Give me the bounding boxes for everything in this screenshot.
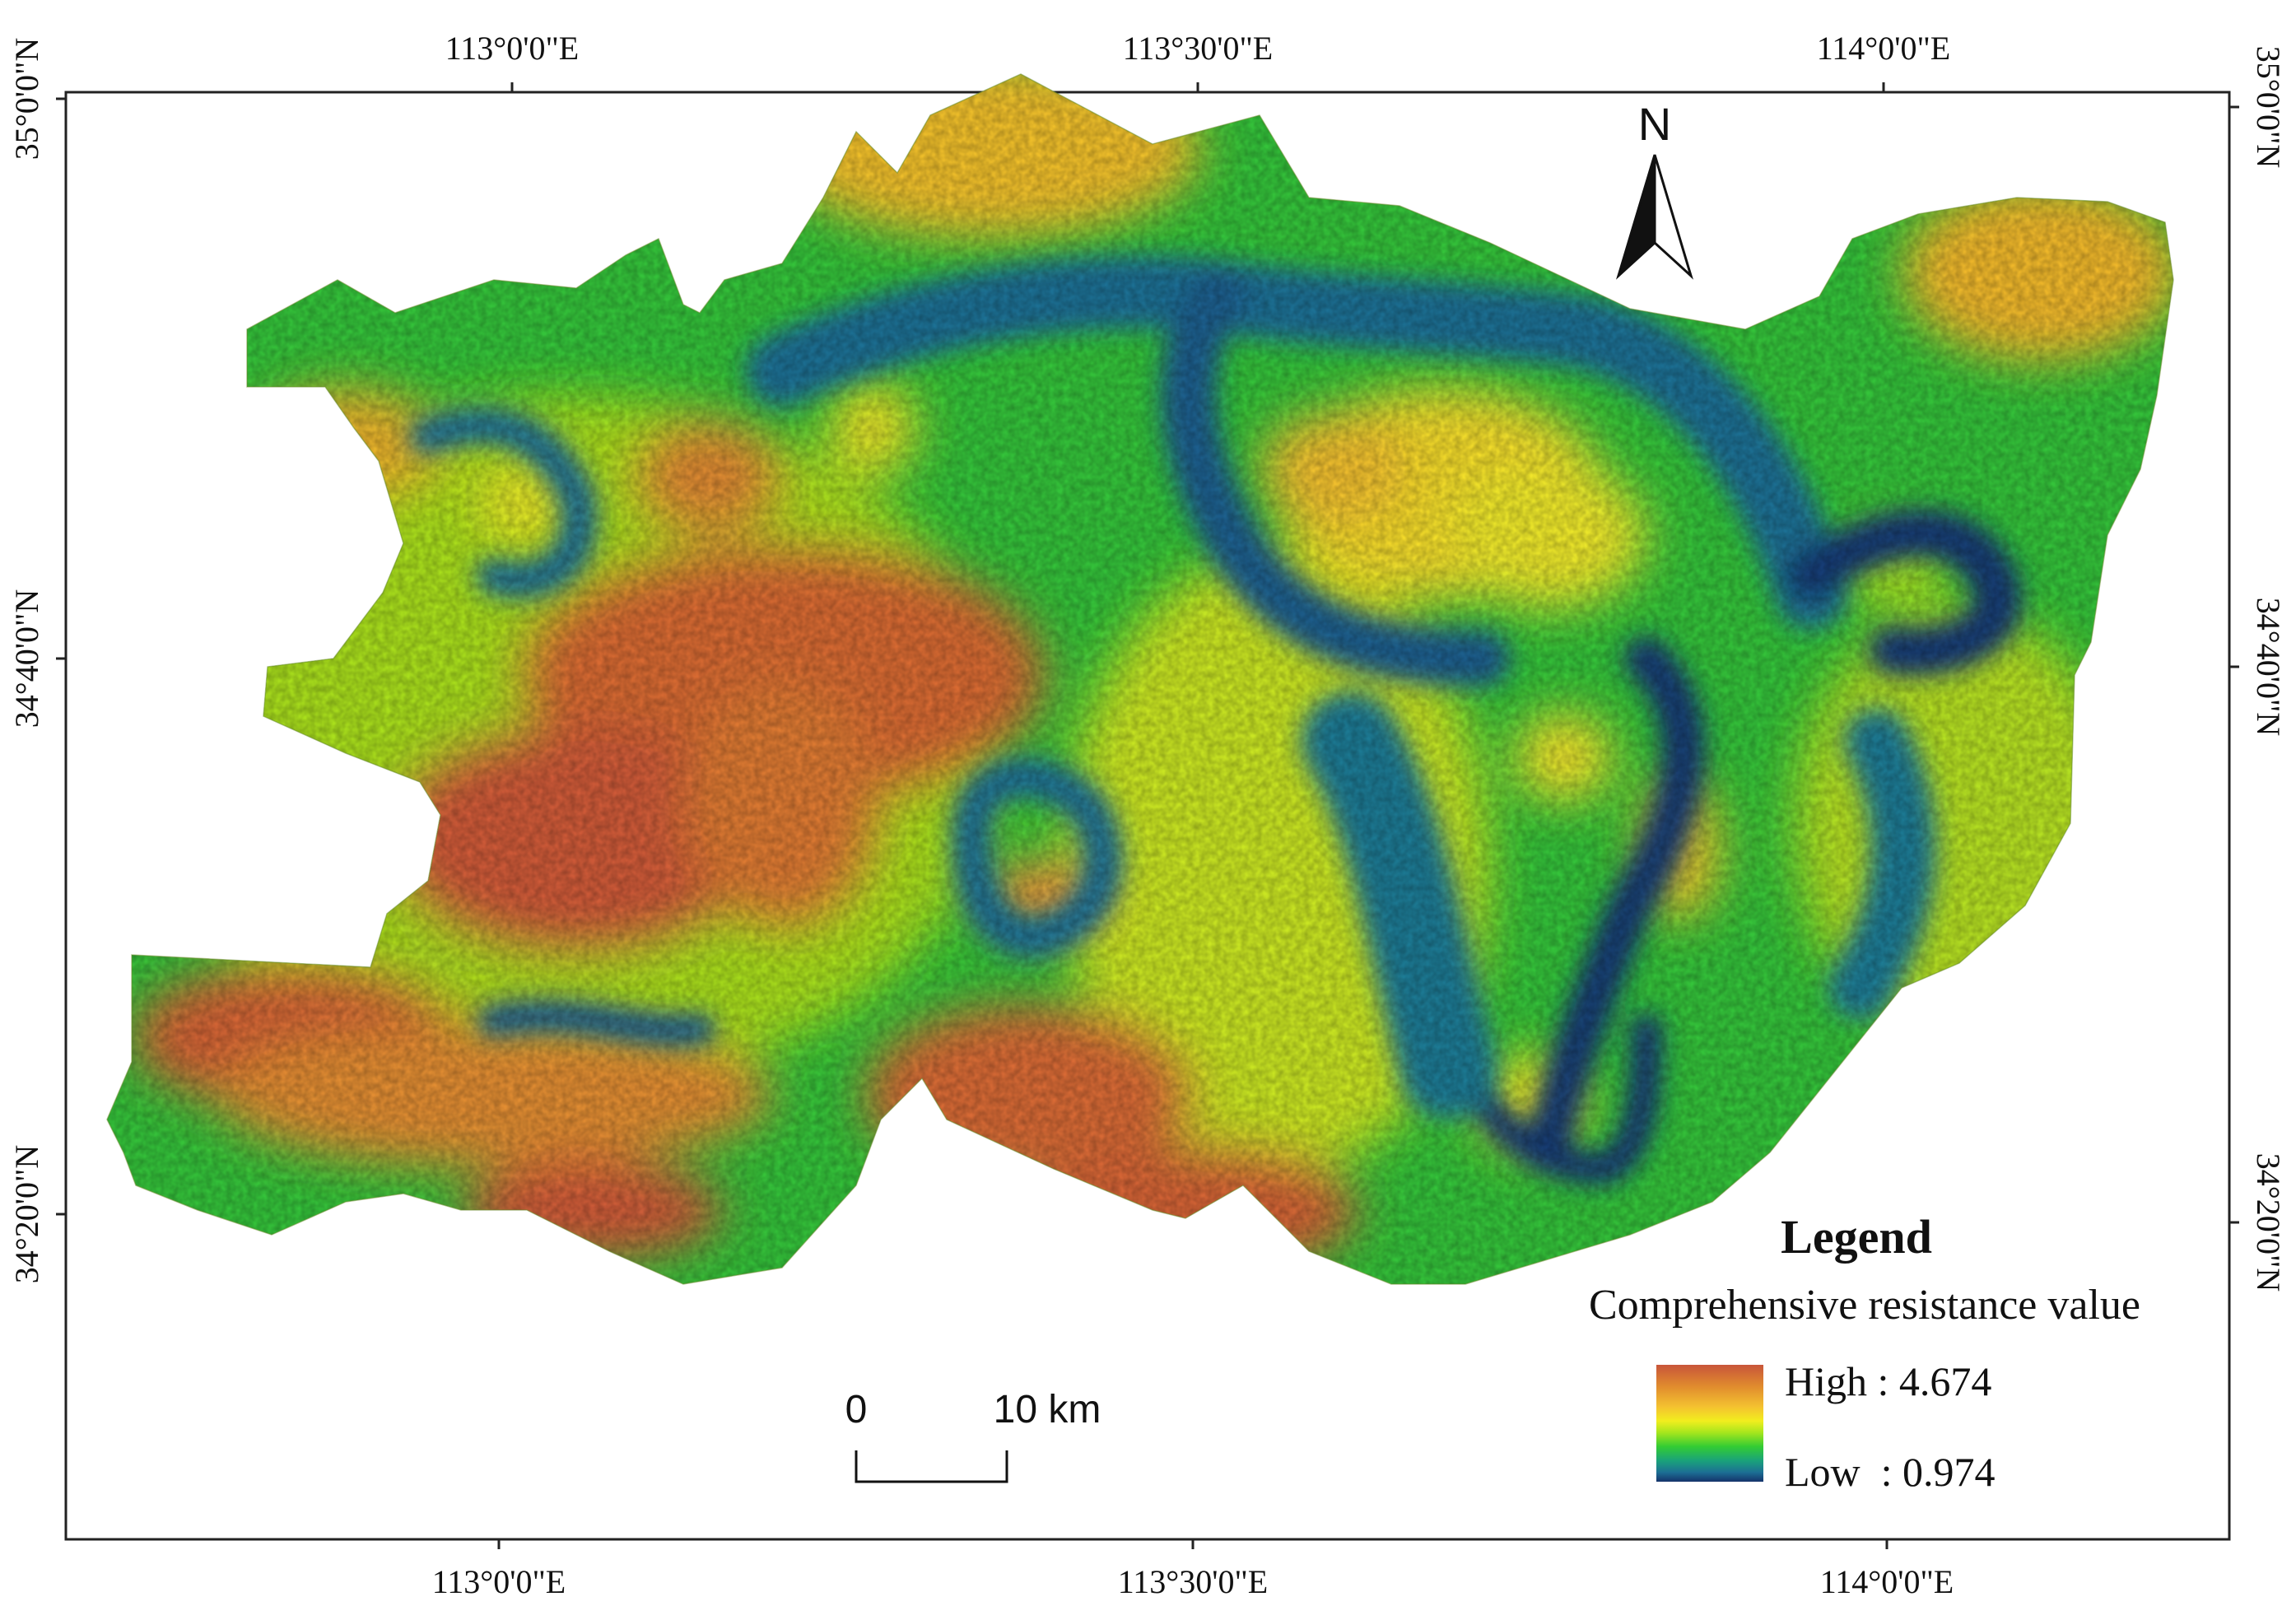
- scale-bar-end-label: 10 km: [994, 1388, 1101, 1431]
- legend-high-label: High : 4.674: [1785, 1358, 1991, 1404]
- north-arrow: N: [1616, 98, 1693, 280]
- legend-color-ramp: [1656, 1365, 1763, 1482]
- legend-low-label: Low : 0.974: [1785, 1449, 1996, 1495]
- top-lon-label-113-30: 113°30'0"E: [1123, 30, 1273, 67]
- left-lat-label-34-40: 34°40'0"N: [8, 589, 45, 728]
- top-lon-label-113-0: 113°0'0"E: [445, 30, 579, 67]
- right-lat-label-34-40: 34°40'0"N: [2250, 598, 2287, 736]
- right-lat-label-34-20: 34°20'0"N: [2250, 1153, 2287, 1292]
- left-lat-label-34-20: 34°20'0"N: [8, 1145, 45, 1283]
- top-lon-label-114-0: 114°0'0"E: [1817, 30, 1950, 67]
- scale-bar-start-label: 0: [845, 1388, 868, 1431]
- legend: Legend Comprehensive resistance value Hi…: [1589, 1210, 2140, 1495]
- legend-subtitle: Comprehensive resistance value: [1589, 1282, 2140, 1329]
- right-lat-label-35-0: 35°0'0"N: [2250, 46, 2287, 168]
- scale-bar: 0 10 km: [845, 1388, 1101, 1483]
- bottom-lon-label-113-30: 113°30'0"E: [1118, 1563, 1268, 1600]
- bottom-lon-label-113-0: 113°0'0"E: [432, 1563, 566, 1600]
- legend-title: Legend: [1781, 1210, 1932, 1264]
- bottom-lon-label-114-0: 114°0'0"E: [1820, 1563, 1954, 1600]
- north-arrow-label: N: [1638, 98, 1671, 150]
- left-lat-label-35-0: 35°0'0"N: [8, 38, 45, 160]
- graticule-ticks: [56, 82, 2239, 1549]
